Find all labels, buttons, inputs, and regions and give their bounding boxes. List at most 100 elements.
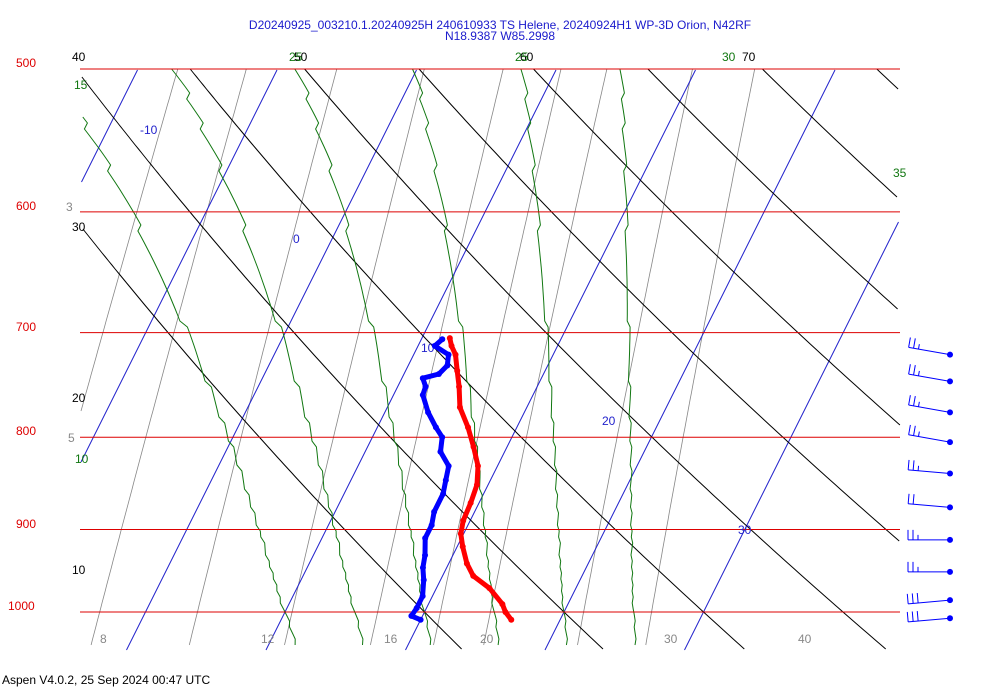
mixing-ratio-line-12 (370, 68, 504, 646)
dewpoint-profile-point-21 (444, 362, 451, 369)
dewpoint-profile-point-0 (417, 616, 424, 623)
temperature-profile-point-13 (465, 424, 472, 431)
wind-barb-station-8 (947, 597, 953, 604)
moist-adiabat-line-30 (520, 68, 568, 646)
wind-barb-feather-9-2 (916, 611, 919, 622)
isotherm-line-0 (126, 69, 417, 651)
wind-barb-feather-8-1 (911, 593, 914, 604)
dewpoint-profile-point-20 (435, 370, 442, 377)
temperature-profile-point-19 (446, 335, 453, 342)
wind-barb-feather-3-1 (913, 425, 916, 436)
dry-adiabat-label-10: 10 (72, 563, 86, 577)
dewpoint-profile-point-2 (413, 605, 420, 612)
bottom-label-40: 40 (798, 632, 812, 646)
dry-adiabat-line-50 (304, 68, 887, 650)
temperature-profile-point-15 (456, 383, 463, 390)
dry-adiabat-line-100 (876, 68, 899, 90)
bottom-label-30: 30 (664, 632, 678, 646)
wind-barb-shaft-1 (908, 373, 951, 382)
temperature-profile-point-5 (463, 560, 470, 567)
dry-adiabat-line-40 (189, 68, 745, 650)
pressure-label-600: 600 (16, 199, 36, 213)
isotherm-line-10 (265, 69, 557, 651)
isobar-lines (80, 68, 900, 613)
wind-barb-0 (908, 337, 953, 358)
mixing-ratio-line-2 (80, 68, 179, 412)
wind-barb-station-0 (947, 351, 953, 358)
isotherm-line--20 (81, 69, 138, 183)
moist-adiabat-label-25a: 25 (289, 50, 303, 64)
footer-version-timestamp: Aspen V4.0.2, 25 Sep 2024 00:47 UTC (2, 673, 211, 687)
mixing-ratio-label-5: 5 (68, 431, 75, 445)
temperature-profile-point-1 (502, 609, 509, 615)
wind-barb-feather-2-0 (908, 395, 911, 406)
temperature-profile-point-16 (454, 367, 461, 374)
pressure-label-700: 700 (16, 320, 36, 334)
isotherm-lines (80, 69, 899, 651)
wind-barb-feather-0-0 (908, 337, 911, 348)
wind-barb-half-0 (917, 344, 920, 350)
moist-adiabat-label-10: 10 (75, 452, 89, 466)
dewpoint-profile-point-15 (432, 424, 439, 431)
wind-barb-shaft-4 (908, 469, 951, 475)
chart-title-line1: D20240925_003210.1.20240925H 240610933 T… (248, 18, 752, 32)
dewpoint-profile-point-18 (422, 383, 429, 390)
wind-barb-feather-9-0 (906, 611, 909, 622)
wind-barb-shaft-0 (908, 346, 951, 356)
temperature-profile-point-7 (457, 530, 464, 537)
bottom-label-12: 12 (261, 632, 275, 646)
mixing-ratio-line-3 (90, 68, 247, 646)
temperature-profile-point-9 (467, 499, 474, 506)
wind-barb-station-2 (947, 409, 953, 416)
temperature-profile-point-3 (486, 585, 493, 592)
temperature-profile-point-11 (474, 463, 481, 470)
wind-barb-feather-5-0 (907, 493, 910, 504)
sounding-profiles (408, 335, 515, 623)
temperature-profile-point-18 (448, 342, 455, 349)
dewpoint-profile-point-16 (425, 409, 432, 416)
wind-barb-3 (908, 424, 953, 446)
wind-barb-station-6 (947, 536, 953, 543)
wind-barb-9 (906, 611, 953, 623)
wind-barb-station-9 (947, 615, 953, 622)
dewpoint-profile-point-8 (428, 522, 435, 529)
dry-adiabat-label-50: 50 (294, 50, 308, 64)
mixing-ratio-line-40 (645, 68, 756, 646)
dry-adiabat-lines (81, 68, 901, 650)
wind-barb-station-3 (947, 439, 953, 446)
wind-barb-half-3 (917, 431, 920, 437)
wind-barb-8 (906, 592, 953, 605)
wind-barb-station-4 (947, 470, 953, 477)
temperature-profile-point-12 (470, 443, 477, 450)
pressure-label-900: 900 (16, 517, 36, 531)
wind-barb-feather-5-1 (912, 494, 915, 505)
wind-barb-feather-3-0 (908, 424, 911, 435)
temperature-profile-point-10 (473, 481, 480, 488)
wind-barb-feather-1-0 (908, 364, 911, 375)
dewpoint-profile-point-11 (442, 477, 449, 484)
dewpoint-profile-point-24 (439, 336, 446, 343)
wind-barb-5 (907, 493, 953, 511)
temperature-profile-point-8 (460, 517, 467, 524)
dry-adiabat-label-40: 40 (72, 50, 86, 64)
dewpoint-profile-point-1 (408, 612, 415, 619)
dewpoint-profile-point-19 (419, 375, 426, 382)
dry-adiabat-line-70 (533, 68, 901, 426)
moist-adiabat-line-10 (82, 116, 296, 646)
temperature-profile-point-2 (499, 601, 506, 608)
bottom-label-16: 16 (384, 632, 398, 646)
wind-barb-6 (907, 529, 953, 543)
dry-adiabat-line-30 (81, 76, 604, 650)
wind-barb-shaft-8 (908, 599, 951, 605)
pressure-label-500: 500 (16, 56, 36, 70)
dewpoint-profile-point-22 (445, 351, 452, 358)
wind-barb-feather-9-1 (911, 611, 914, 622)
wind-barb-4 (907, 459, 953, 477)
temperature-profile-point-4 (470, 572, 477, 579)
dry-adiabat-line-60 (418, 68, 900, 542)
wind-barb-station-7 (947, 568, 953, 575)
bottom-label-20: 20 (480, 632, 494, 646)
isotherm-label-10: 10 (421, 341, 435, 355)
moist-adiabat-label-25b: 25 (515, 50, 529, 64)
